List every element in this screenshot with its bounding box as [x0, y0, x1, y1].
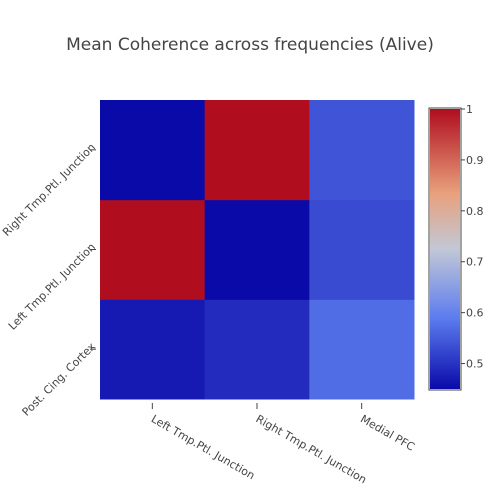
x-tick-label: Left Tmp.Ptl. Junction [149, 412, 257, 482]
heatmap-cell [100, 100, 206, 201]
heatmap-cell [309, 199, 415, 300]
colorbar-tick-label: 0.7 [466, 256, 484, 269]
colorbar-frame [428, 107, 462, 391]
y-axis: Post. Cing. Cortex Left Tmp.Ptl. Junction… [0, 141, 98, 419]
colorbar-tick-label: 0.8 [466, 205, 484, 218]
colorbar-tick-label: 0.9 [466, 154, 484, 167]
heatmap-cell [204, 100, 310, 201]
colorbar-tick-label: 0.6 [466, 307, 484, 320]
x-tick-label: Right Tmp.Ptl. Junction [254, 412, 369, 486]
heatmap-cell [309, 299, 415, 400]
y-tick-label: Post. Cing. Cortex [20, 340, 99, 419]
heatmap-cell [100, 199, 206, 300]
y-tick-label: Left Tmp.Ptl. Junction [6, 240, 98, 332]
heatmap-cell [204, 199, 310, 300]
colorbar-tick-label: 0.5 [466, 358, 484, 371]
y-tick-label: Right Tmp.Ptl. Junction [0, 141, 98, 239]
heatmap-cell [309, 100, 415, 201]
colorbar-gradient [430, 109, 460, 389]
heatmap-cell [204, 299, 310, 400]
heatmap-cells [100, 100, 415, 400]
colorbar-tick-label: 1 [466, 103, 473, 116]
chart-title: Mean Coherence across frequencies (Alive… [66, 35, 434, 55]
heatmap-cell [100, 299, 206, 400]
x-tick-label: Medial PFC [358, 412, 417, 454]
colorbar: 0.5 0.6 0.7 0.8 0.9 1 [428, 103, 484, 391]
